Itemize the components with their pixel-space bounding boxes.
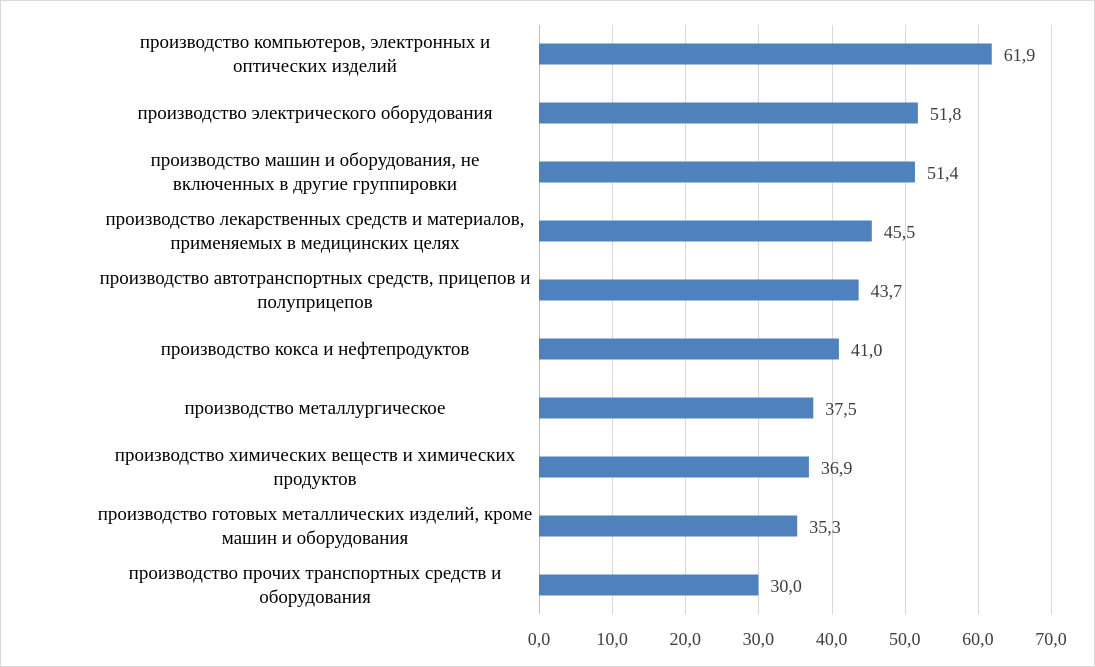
x-axis-tick-labels: 0,0 10,0 20,0 30,0 40,0 50,0 60,0 70,0 — [528, 629, 1067, 649]
data-label: 51,4 — [927, 163, 959, 183]
bar — [539, 338, 839, 360]
x-tick-label: 10,0 — [596, 629, 628, 649]
bar — [539, 102, 918, 124]
data-label: 36,9 — [821, 458, 853, 478]
x-tick-label: 40,0 — [816, 629, 848, 649]
category-label: производство прочих транспортных средств… — [129, 563, 502, 608]
data-label: 35,3 — [809, 517, 841, 537]
bar — [539, 456, 809, 478]
x-tick-label: 30,0 — [743, 629, 775, 649]
data-label: 41,0 — [851, 340, 883, 360]
bar — [539, 279, 859, 301]
bar — [539, 161, 915, 183]
bar — [539, 574, 759, 596]
value-labels: 61,9 51,8 51,4 45,5 43,7 41,0 37,5 36,9 35,3 30,0 — [770, 45, 1035, 596]
bars — [539, 43, 992, 596]
category-label: производство готовых металлических издел… — [98, 504, 533, 549]
data-label: 37,5 — [825, 399, 857, 419]
category-label: производство электрического оборудования — [138, 103, 493, 124]
data-label: 61,9 — [1004, 45, 1036, 65]
data-label: 45,5 — [884, 222, 916, 242]
data-label: 30,0 — [770, 576, 802, 596]
bar — [539, 397, 814, 419]
bar — [539, 220, 872, 242]
category-label: производство химических веществ и химиче… — [115, 445, 516, 490]
data-label: 51,8 — [930, 104, 962, 124]
x-tick-label: 60,0 — [962, 629, 994, 649]
bar — [539, 515, 798, 537]
category-label: производство машин и оборудования, не вкл… — [151, 150, 480, 195]
x-tick-label: 50,0 — [889, 629, 921, 649]
x-tick-label: 70,0 — [1035, 629, 1067, 649]
category-label: производство лекарственных средств и мат… — [105, 209, 524, 254]
category-label: производство металлургическое — [185, 398, 446, 419]
x-tick-label: 0,0 — [528, 629, 551, 649]
x-tick-label: 20,0 — [670, 629, 702, 649]
category-label: производство автотранспортных средств, п… — [100, 268, 531, 313]
bar — [539, 43, 992, 65]
data-label: 43,7 — [871, 281, 903, 301]
category-label: производство кокса и нефтепродуктов — [161, 339, 470, 360]
